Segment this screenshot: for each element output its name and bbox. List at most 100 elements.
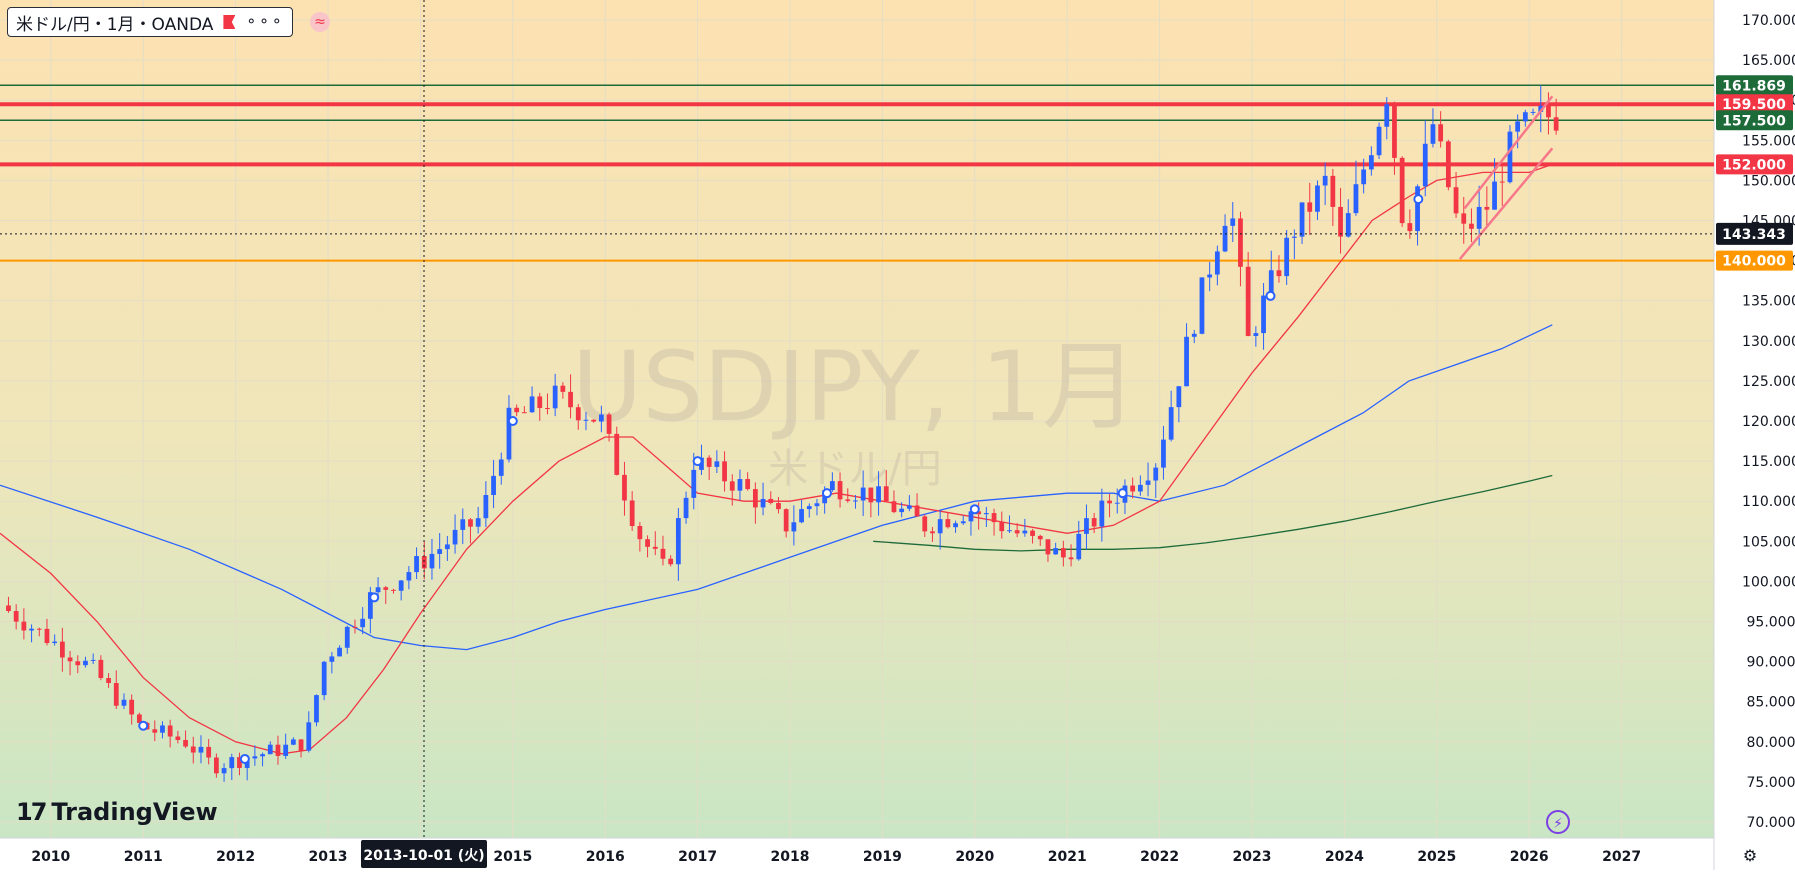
candle-body	[553, 386, 558, 409]
candle-body	[460, 519, 465, 530]
candle-body	[1338, 207, 1343, 237]
watermark-sub: 米ドル/円	[768, 446, 941, 492]
candle-body	[884, 486, 889, 501]
candle-body	[560, 386, 565, 392]
candle-body	[291, 739, 296, 744]
candle-body	[815, 503, 820, 506]
candle-body	[1038, 536, 1043, 539]
candle-body	[1076, 534, 1081, 559]
candle-body	[1392, 104, 1397, 158]
price-tick-label: 105.000	[1742, 534, 1795, 550]
candle-body	[999, 522, 1004, 531]
price-tick-label: 95.000	[1747, 614, 1795, 630]
candle-body	[922, 516, 927, 531]
price-tick-label: 80.000	[1747, 735, 1795, 751]
time-tick-label: 2024	[1325, 849, 1364, 865]
event-marker-icon	[694, 457, 702, 465]
candle-body	[915, 505, 920, 516]
price-tick-label: 90.000	[1747, 655, 1795, 671]
price-tick-label: 110.000	[1742, 494, 1795, 510]
tradingview-logo-text: TradingView	[51, 798, 217, 826]
candle-body	[1176, 386, 1181, 407]
candle-body	[761, 499, 766, 507]
candle-body	[1246, 267, 1251, 336]
candle-body	[1361, 169, 1366, 184]
candle-body	[691, 470, 696, 498]
candle-body	[1015, 530, 1020, 533]
candle-body	[1454, 187, 1459, 213]
candle-body	[114, 683, 119, 706]
price-tick-label: 120.000	[1742, 414, 1795, 430]
candle-body	[376, 587, 381, 592]
candle-body	[1030, 531, 1035, 536]
candle-body	[1492, 182, 1497, 210]
event-marker-icon	[823, 489, 831, 497]
candle-body	[476, 518, 481, 526]
candle-body	[52, 642, 57, 643]
time-tick-label: 2010	[31, 849, 70, 865]
candle-body	[1330, 176, 1335, 207]
candle-body	[1192, 334, 1197, 337]
candle-body	[799, 509, 804, 522]
candle-body	[1092, 518, 1097, 526]
candle-body	[406, 572, 411, 580]
time-tick-label: 2015	[493, 849, 532, 865]
event-marker-icon	[370, 593, 378, 601]
candle-body	[383, 587, 388, 590]
more-dots-icon[interactable]: ⚬⚬⚬	[245, 14, 283, 30]
candle-body	[899, 509, 904, 512]
candle-body	[961, 521, 966, 523]
price-tick-label: 75.000	[1747, 775, 1795, 791]
candle-body	[614, 434, 619, 475]
price-tick-label: 100.000	[1742, 574, 1795, 590]
candle-body	[1315, 186, 1320, 212]
candle-body	[676, 518, 681, 564]
candle-body	[1253, 333, 1258, 336]
price-tick-label: 115.000	[1742, 454, 1795, 470]
tradingview-logo: 17 TradingView	[16, 798, 218, 826]
candle-body	[83, 661, 88, 665]
price-tick-label: 165.000	[1742, 53, 1795, 69]
candle-body	[791, 522, 796, 531]
symbol-title-box[interactable]: 米ドル/円・1月・OANDA ⚬⚬⚬	[7, 7, 293, 37]
candle-body	[537, 396, 542, 408]
symbol-title: 米ドル/円・1月・OANDA	[16, 10, 213, 35]
candle-body	[68, 657, 73, 661]
candle-body	[892, 501, 897, 512]
event-marker-icon	[1414, 195, 1422, 203]
candle-body	[599, 414, 604, 421]
time-tick-label: 2027	[1602, 849, 1641, 865]
wave-icon[interactable]: ≈	[310, 12, 330, 32]
lightning-icon[interactable]: ⚡	[1546, 810, 1570, 834]
candle-body	[1223, 226, 1228, 252]
candle-body	[329, 656, 334, 661]
candle-body	[684, 498, 689, 518]
candle-body	[445, 544, 450, 549]
flag-icon[interactable]	[223, 15, 235, 29]
candle-body	[276, 745, 281, 756]
time-tick-label: 2026	[1510, 849, 1549, 865]
candle-body	[122, 700, 127, 706]
candle-body	[1438, 124, 1443, 141]
candle-body	[1546, 106, 1551, 117]
candle-body	[545, 408, 550, 409]
candle-body	[229, 757, 234, 768]
candle-body	[37, 629, 42, 630]
candle-body	[1307, 202, 1312, 211]
time-axis-background	[0, 838, 1714, 870]
candle-body	[607, 414, 612, 433]
candle-body	[60, 642, 65, 658]
candle-body	[453, 530, 458, 545]
candle-body	[784, 509, 789, 531]
candle-body	[29, 629, 34, 631]
settings-gear-icon[interactable]: ⚙	[1740, 846, 1760, 866]
candle-body	[653, 547, 658, 549]
candle-body	[283, 745, 288, 756]
candle-body	[199, 747, 204, 753]
candle-body	[707, 458, 712, 467]
candle-body	[876, 486, 881, 502]
event-marker-icon	[139, 722, 147, 730]
candle-body	[530, 396, 535, 412]
